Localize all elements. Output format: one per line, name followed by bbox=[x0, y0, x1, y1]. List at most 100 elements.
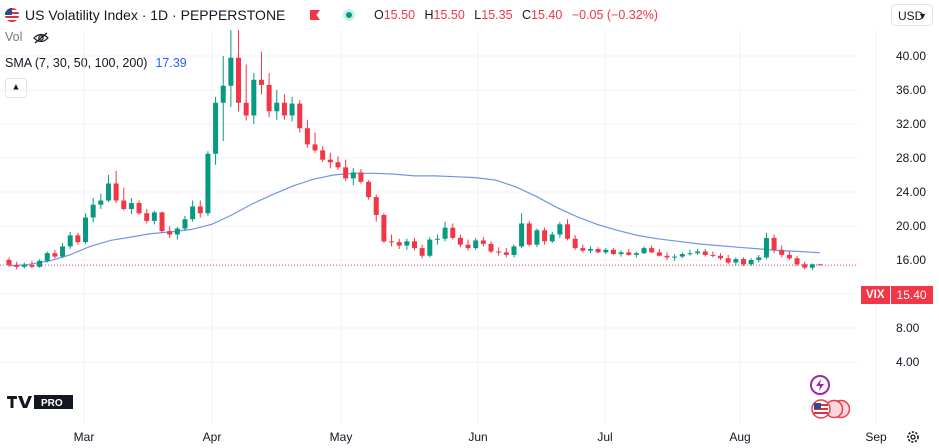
candle bbox=[687, 249, 693, 256]
candle bbox=[136, 200, 142, 215]
candle bbox=[549, 231, 555, 243]
candle-body bbox=[190, 206, 196, 220]
candle bbox=[60, 243, 66, 259]
candle bbox=[740, 257, 746, 266]
candle-body bbox=[511, 246, 517, 255]
sma-indicator-row[interactable]: SMA (7, 30, 50, 100, 200) 17.39 bbox=[5, 56, 187, 70]
candle bbox=[618, 250, 624, 257]
price-chart[interactable]: 4.008.0012.0016.0020.0024.0028.0032.0036… bbox=[0, 30, 939, 448]
candle-body bbox=[6, 260, 12, 266]
candle bbox=[718, 253, 724, 260]
y-tick-label: 32.00 bbox=[896, 117, 926, 131]
settings-icon[interactable] bbox=[906, 430, 920, 444]
candle-body bbox=[480, 240, 486, 244]
candle-body bbox=[779, 249, 785, 255]
candle bbox=[404, 238, 410, 250]
candle-body bbox=[266, 84, 272, 112]
candle bbox=[190, 200, 196, 222]
candle-body bbox=[52, 253, 58, 257]
candle bbox=[182, 215, 188, 232]
candle bbox=[641, 246, 647, 255]
candle-body bbox=[565, 224, 571, 239]
candle-body bbox=[519, 223, 525, 247]
candle-body bbox=[450, 227, 456, 238]
y-axis: 4.008.0012.0016.0020.0024.0028.0032.0036… bbox=[896, 49, 926, 369]
candle-body bbox=[557, 224, 563, 235]
candle bbox=[710, 251, 716, 258]
candle-body bbox=[83, 217, 89, 243]
candle bbox=[457, 234, 463, 248]
candle-body bbox=[121, 200, 127, 209]
candle bbox=[90, 197, 96, 223]
symbol-title[interactable]: US Volatility Index · 1D · PEPPERSTONE bbox=[25, 7, 286, 23]
low-value: 15.35 bbox=[481, 8, 513, 22]
candle bbox=[98, 193, 104, 209]
candle bbox=[465, 239, 471, 251]
flag-icon[interactable] bbox=[810, 399, 850, 419]
candle-body bbox=[105, 183, 111, 201]
x-axis: Mar Apr May Jun Jul Aug Sep bbox=[74, 430, 887, 444]
candle-body bbox=[718, 255, 724, 259]
sma-layer bbox=[8, 172, 821, 267]
candle-body bbox=[457, 237, 463, 245]
candle-body bbox=[358, 172, 364, 182]
candle-body bbox=[786, 254, 792, 259]
lightning-icon[interactable] bbox=[810, 375, 830, 395]
candle bbox=[14, 261, 20, 270]
open-value: 15.50 bbox=[383, 8, 416, 22]
candle bbox=[587, 246, 593, 254]
candle-body bbox=[274, 102, 280, 112]
candle-body bbox=[610, 249, 616, 255]
candle bbox=[213, 96, 219, 165]
candle-body bbox=[687, 253, 693, 255]
candle-body bbox=[794, 258, 800, 265]
last-price-badge: VIX 15.40 bbox=[861, 286, 933, 304]
candle-body bbox=[136, 203, 142, 214]
y-tick-label: 16.00 bbox=[896, 253, 926, 267]
candle-body bbox=[802, 264, 808, 268]
candle-body bbox=[503, 252, 509, 255]
candle bbox=[534, 228, 540, 248]
candle bbox=[174, 226, 180, 240]
candle-body bbox=[549, 234, 555, 242]
candle-body bbox=[197, 206, 203, 214]
candle bbox=[779, 245, 785, 258]
candle-body bbox=[641, 248, 647, 254]
candle-body bbox=[672, 256, 678, 258]
close-label: C bbox=[522, 8, 532, 22]
collapse-indicators-button[interactable]: ▲ bbox=[5, 78, 27, 98]
y-tick-label: 20.00 bbox=[896, 219, 926, 233]
flag-tag-icon[interactable] bbox=[309, 9, 321, 21]
eye-off-icon[interactable] bbox=[33, 32, 49, 44]
candle-body bbox=[748, 260, 754, 265]
candle-body bbox=[595, 248, 601, 253]
market-status-icon[interactable] bbox=[343, 9, 355, 21]
candle bbox=[572, 235, 578, 250]
candle bbox=[488, 241, 494, 254]
candle bbox=[679, 252, 685, 259]
candle-body bbox=[587, 248, 593, 251]
candle-body bbox=[488, 243, 494, 252]
tradingview-logo: PRO bbox=[7, 395, 73, 409]
volume-indicator-label[interactable]: Vol bbox=[5, 30, 23, 44]
currency-select[interactable]: USD ▼ bbox=[891, 4, 933, 26]
candle-body bbox=[205, 153, 211, 214]
chevron-down-icon: ▼ bbox=[918, 11, 927, 21]
candle-body bbox=[412, 241, 417, 249]
x-tick-label: Sep bbox=[865, 430, 887, 444]
candle bbox=[289, 96, 295, 122]
candle-body bbox=[320, 150, 326, 160]
x-tick-label: Jul bbox=[597, 430, 612, 444]
candle bbox=[243, 64, 249, 121]
candle bbox=[350, 168, 356, 186]
sma-line bbox=[8, 172, 821, 267]
chart-grid bbox=[0, 30, 877, 425]
candle bbox=[358, 169, 364, 184]
candle bbox=[442, 221, 448, 242]
candle bbox=[381, 213, 387, 243]
candle bbox=[251, 73, 257, 124]
candle-body bbox=[656, 252, 662, 256]
candle bbox=[281, 94, 287, 120]
y-tick-label: 4.00 bbox=[896, 355, 920, 369]
candle bbox=[113, 170, 119, 204]
